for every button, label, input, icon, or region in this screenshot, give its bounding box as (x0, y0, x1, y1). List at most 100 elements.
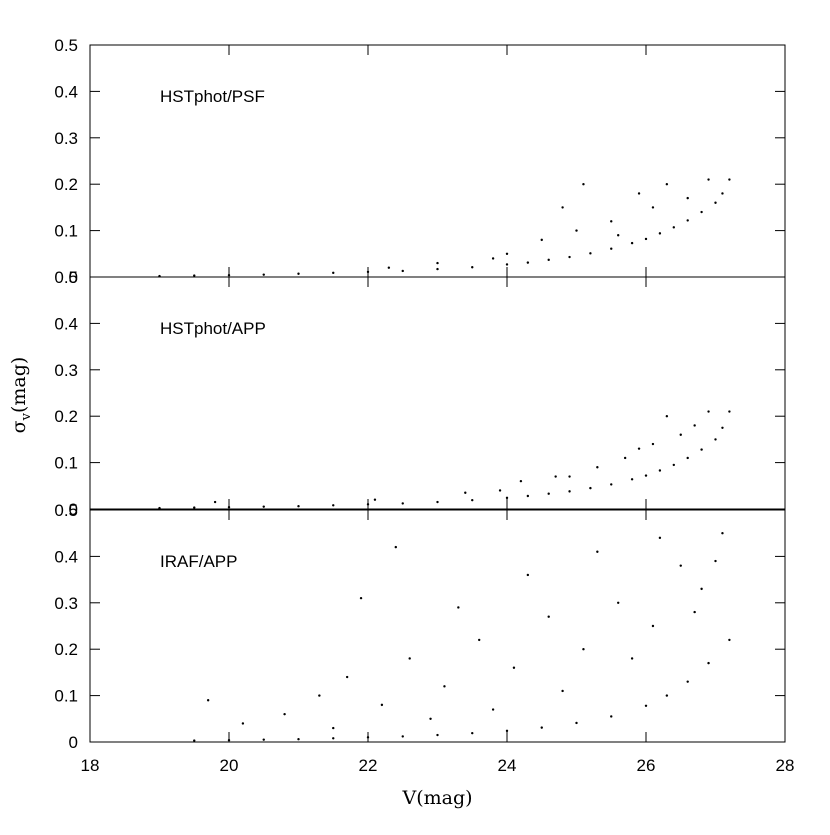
point (637, 447, 641, 450)
point (491, 708, 495, 711)
point (644, 237, 648, 241)
point (332, 271, 335, 275)
point (262, 738, 265, 741)
point (505, 263, 509, 266)
point (561, 689, 564, 693)
point (623, 456, 627, 460)
point (630, 241, 634, 245)
point (714, 201, 717, 204)
point (630, 657, 634, 660)
point (575, 229, 578, 232)
point (498, 489, 502, 492)
x-tick-label: 24 (498, 756, 517, 775)
point (686, 219, 689, 222)
y-tick-label: 0.5 (54, 268, 78, 287)
point (568, 475, 571, 478)
point (471, 266, 474, 269)
point (464, 491, 467, 494)
point (686, 680, 689, 683)
point (241, 722, 245, 725)
point (512, 666, 516, 669)
point (610, 483, 613, 486)
point (505, 496, 509, 500)
x-tick-label: 18 (81, 756, 100, 775)
y-label-subscript: v (19, 412, 34, 421)
point (227, 505, 231, 509)
point (700, 210, 703, 214)
point (644, 704, 648, 708)
point (345, 675, 349, 679)
y-tick-label: 0.2 (54, 175, 78, 194)
point (471, 731, 474, 735)
point (193, 739, 196, 742)
point (366, 270, 370, 274)
point (436, 261, 439, 265)
point (672, 463, 675, 467)
point (401, 735, 404, 738)
panel-frame (89, 276, 786, 510)
point (658, 536, 662, 540)
y-axis-label: σv(mag) (8, 357, 34, 434)
y-tick-label: 0.2 (54, 407, 78, 426)
point (366, 503, 370, 506)
point (700, 448, 703, 451)
point (193, 274, 196, 277)
point (227, 273, 231, 277)
point (693, 610, 696, 614)
point (519, 479, 523, 483)
point (332, 726, 335, 730)
panel-frame (89, 509, 786, 743)
panel-frame (89, 44, 786, 278)
x-tick-label: 26 (637, 756, 656, 775)
point (387, 266, 391, 269)
y-tick-label: 0.4 (54, 547, 78, 566)
point (262, 273, 265, 276)
point (568, 490, 571, 493)
point (373, 498, 377, 501)
y-tick-label: 0.1 (54, 454, 78, 473)
point (359, 596, 363, 600)
point (436, 267, 439, 271)
point (297, 505, 300, 508)
x-tick-label: 20 (220, 756, 239, 775)
point (526, 573, 530, 577)
y-tick-label: 0.5 (54, 501, 78, 520)
point (617, 234, 620, 237)
point (526, 261, 530, 264)
point (651, 624, 655, 628)
y-tick-label: 0 (69, 268, 78, 287)
x-tick-label: 28 (776, 756, 795, 775)
point (721, 192, 724, 195)
point (366, 736, 370, 739)
point (491, 257, 495, 260)
point (589, 486, 592, 490)
point (630, 478, 634, 481)
y-tick-label: 0 (69, 733, 78, 752)
point (582, 648, 585, 651)
point (297, 272, 300, 275)
point (596, 466, 599, 469)
point (394, 545, 397, 549)
point (589, 252, 592, 255)
point (540, 238, 543, 242)
point (582, 183, 585, 186)
point (721, 532, 724, 535)
point (471, 498, 474, 502)
point (332, 737, 335, 740)
point (707, 178, 710, 181)
point (380, 703, 384, 707)
y-tick-label: 0.1 (54, 687, 78, 706)
point (714, 559, 717, 563)
point (644, 474, 648, 477)
point (637, 192, 641, 195)
point (568, 255, 571, 259)
panel-annotation: HSTphot/PSF (160, 87, 265, 106)
point (679, 564, 682, 567)
x-tick-label: 22 (359, 756, 378, 775)
point (193, 506, 196, 509)
point (283, 712, 286, 716)
point (436, 733, 439, 737)
point (436, 500, 439, 504)
point (505, 729, 509, 733)
panel-annotation: IRAF/APP (160, 552, 237, 571)
